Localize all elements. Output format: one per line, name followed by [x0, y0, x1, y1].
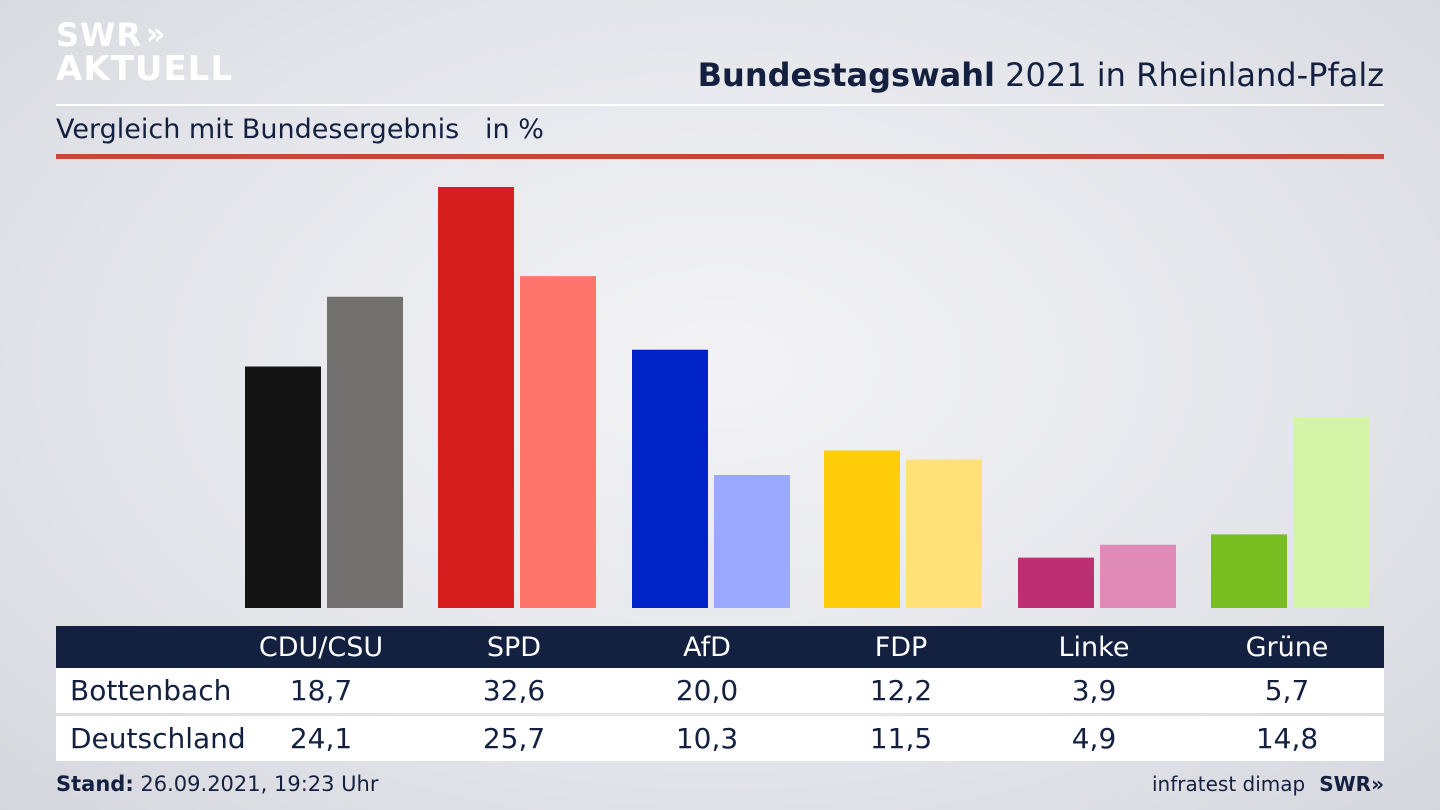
table-row: Deutschland 24,1 25,7 10,3 11,5 4,9 14,8 [56, 716, 1384, 761]
table-cell: 10,3 [675, 722, 739, 755]
table-cell: 14,8 [1255, 722, 1319, 755]
column-header: AfD [683, 631, 731, 663]
table-cell: 20,0 [675, 674, 739, 707]
title-bold: Bundestagswahl [697, 56, 995, 94]
bar-afd-bottenbach [632, 349, 708, 608]
bar-chart [245, 187, 1369, 608]
chart-subtitle: Vergleich mit Bundesergebnis in % [56, 114, 544, 145]
logo-swr-text: SWR [56, 16, 142, 54]
table-cell: 3,9 [1071, 674, 1117, 707]
bar-spd-deutschland [520, 276, 596, 608]
table-row: Bottenbach 18,7 32,6 20,0 12,2 3,9 5,7 [56, 668, 1384, 713]
column-header: SPD [486, 631, 542, 663]
table-cell: 32,6 [482, 674, 546, 707]
title-rest: 2021 in Rheinland-Pfalz [995, 56, 1384, 94]
swr-brand-logo: SWR» [1319, 772, 1384, 796]
bar-grüne-bottenbach [1211, 534, 1287, 608]
swr-aktuell-logo: SWR» AKTUELL [56, 16, 234, 89]
bar-spd-bottenbach [438, 187, 514, 608]
bar-afd-deutschland [714, 474, 790, 608]
logo-aktuell-text: AKTUELL [56, 49, 234, 89]
timestamp: Stand: 26.09.2021, 19:23 Uhr [56, 772, 379, 796]
table-cell: 11,5 [869, 722, 933, 755]
bar-fdp-deutschland [906, 459, 982, 608]
page-title: Bundestagswahl 2021 in Rheinland-Pfalz [698, 56, 1384, 94]
column-header: FDP [874, 631, 928, 663]
table-cell: 18,7 [289, 674, 353, 707]
title-divider [56, 104, 1384, 106]
results-table: CDU/CSU SPD AfD FDP Linke Grüne Bottenbach 18… [56, 626, 1384, 761]
source-credit: infratest dimap SWR» [1152, 772, 1384, 796]
bar-linke-deutschland [1100, 544, 1176, 608]
table-cell: 12,2 [869, 674, 933, 707]
source-text: infratest dimap [1152, 772, 1306, 796]
stand-label: Stand: [56, 772, 134, 796]
bar-cducsu-bottenbach [245, 366, 321, 608]
row-label: Deutschland [70, 722, 246, 755]
column-header: Linke [1058, 631, 1130, 663]
stand-value: 26.09.2021, 19:23 Uhr [133, 772, 379, 796]
row-label: Bottenbach [70, 674, 232, 707]
bar-linke-bottenbach [1018, 557, 1094, 608]
table-cell: 24,1 [289, 722, 353, 755]
column-header: Grüne [1245, 631, 1329, 663]
bar-cducsu-deutschland [327, 296, 403, 608]
bar-grüne-deutschland [1293, 416, 1369, 608]
table-cell: 4,9 [1071, 722, 1117, 755]
table-header-row: CDU/CSU SPD AfD FDP Linke Grüne [56, 626, 1384, 668]
accent-divider [56, 154, 1384, 159]
column-header: CDU/CSU [258, 631, 384, 663]
table-cell: 25,7 [482, 722, 546, 755]
table-cell: 5,7 [1264, 674, 1310, 707]
bar-fdp-bottenbach [824, 450, 900, 608]
